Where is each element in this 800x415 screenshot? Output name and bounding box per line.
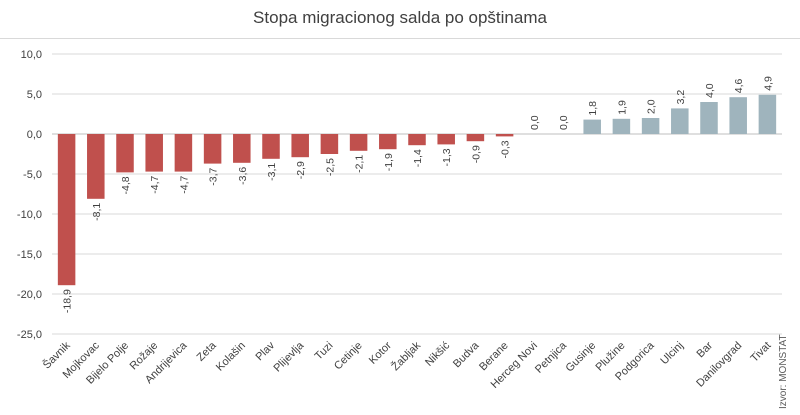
data-label: -2,1 xyxy=(354,155,366,173)
data-label: -0,3 xyxy=(500,140,512,158)
category-label: Žabljak xyxy=(389,339,424,374)
bar xyxy=(671,108,689,134)
bar xyxy=(233,134,251,163)
bar xyxy=(379,134,397,150)
data-label: 4,0 xyxy=(704,83,716,98)
data-label: -4,8 xyxy=(120,176,132,194)
chart-title: Stopa migracionog salda po opštinama xyxy=(253,8,547,27)
data-label: -2,9 xyxy=(295,161,307,179)
data-label: -0,9 xyxy=(470,145,482,163)
data-label: -4,7 xyxy=(178,175,190,193)
data-label: 2,0 xyxy=(646,99,658,114)
bar xyxy=(57,134,76,286)
y-tick-label: -15,0 xyxy=(17,249,42,261)
bar xyxy=(495,134,514,137)
data-label: 3,2 xyxy=(675,90,687,105)
bar xyxy=(729,97,747,134)
data-label: -4,7 xyxy=(149,175,161,193)
data-label: -1,9 xyxy=(383,153,395,171)
title-divider xyxy=(0,38,800,39)
y-tick-label: -25,0 xyxy=(17,329,42,341)
data-label: -18,9 xyxy=(62,289,74,313)
data-label: -1,3 xyxy=(441,148,453,166)
y-tick-label: 0,0 xyxy=(27,129,42,141)
category-label: Kotor xyxy=(367,339,394,366)
y-tick-label: -20,0 xyxy=(17,289,42,301)
y-tick-label: 10,0 xyxy=(21,49,42,61)
y-tick-label: -10,0 xyxy=(17,209,42,221)
bar xyxy=(87,134,105,199)
bar xyxy=(203,134,222,164)
category-label: Plijevlja xyxy=(271,339,306,374)
bar xyxy=(262,134,280,159)
data-label: -3,6 xyxy=(237,167,249,185)
bar xyxy=(641,118,660,134)
y-tick-label: -5,0 xyxy=(23,169,42,181)
category-label: Gusinje xyxy=(563,340,598,375)
bar xyxy=(320,134,339,154)
data-label: 1,8 xyxy=(587,101,599,116)
bar xyxy=(437,134,455,145)
category-label: Tuzi xyxy=(313,340,336,363)
data-label: 4,6 xyxy=(733,78,745,93)
data-label: -1,4 xyxy=(412,149,424,167)
data-label: -3,7 xyxy=(208,167,220,185)
bar xyxy=(116,134,134,173)
bar xyxy=(291,134,309,158)
category-label: Petnjica xyxy=(533,339,570,376)
y-tick-label: 5,0 xyxy=(27,89,42,101)
category-label: Cetinje xyxy=(332,340,365,373)
data-label: -2,5 xyxy=(324,158,336,176)
category-label: Bar xyxy=(695,339,716,360)
data-label: 4,9 xyxy=(762,76,774,91)
bar xyxy=(174,134,193,172)
data-label: -8,1 xyxy=(91,203,103,221)
category-label: Nikšić xyxy=(423,339,453,369)
bar xyxy=(408,134,426,146)
bar xyxy=(612,118,631,134)
category-label: Tivat xyxy=(748,340,773,365)
source-note: Izvor: MONSTAT xyxy=(778,334,789,409)
data-label: -3,1 xyxy=(266,163,278,181)
bar xyxy=(466,134,485,142)
category-label: Kolašin xyxy=(214,340,248,374)
data-label: 0,0 xyxy=(558,115,570,130)
bar xyxy=(758,94,777,134)
bar xyxy=(700,102,718,134)
data-label: 0,0 xyxy=(529,115,541,130)
bar xyxy=(349,134,368,151)
bar xyxy=(145,134,163,172)
category-label: Plav xyxy=(253,339,277,363)
category-label: Ulcinj xyxy=(658,340,686,368)
category-label: Zeta xyxy=(195,339,220,364)
bar xyxy=(583,119,601,134)
data-label: 1,9 xyxy=(616,100,628,115)
